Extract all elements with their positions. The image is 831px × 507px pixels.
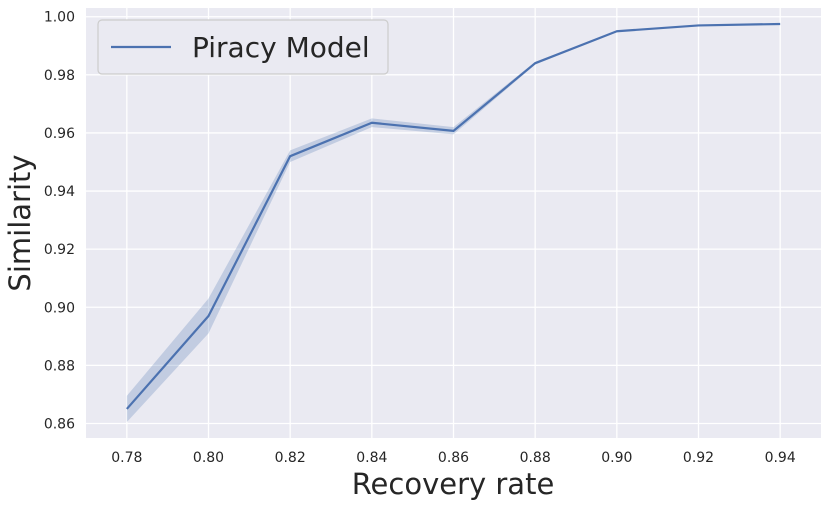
y-tick-label: 0.86	[44, 416, 75, 432]
y-tick-label: 0.90	[44, 300, 75, 316]
grid-lines	[86, 8, 821, 438]
x-tick-label: 0.80	[193, 450, 224, 466]
y-tick-label: 0.94	[44, 184, 75, 200]
x-tick-label: 0.92	[683, 450, 714, 466]
y-tick-label: 1.00	[44, 10, 75, 26]
x-tick-label: 0.88	[520, 450, 551, 466]
x-axis-tick-labels: 0.78 0.80 0.82 0.84 0.86 0.88 0.90 0.92 0.94	[111, 450, 796, 466]
series-line-group	[126, 22, 781, 410]
y-tick-label: 0.92	[44, 242, 75, 258]
x-tick-label: 0.86	[438, 450, 469, 466]
y-tick-label: 0.88	[44, 358, 75, 374]
legend-box	[97, 19, 389, 75]
x-tick-label: 0.90	[601, 450, 632, 466]
y-axis-label: Similarity	[3, 154, 37, 291]
series-line	[126, 22, 781, 410]
confidence-band	[126, 23, 781, 423]
y-tick-label: 0.98	[44, 68, 75, 84]
x-tick-label: 0.94	[765, 450, 796, 466]
legend: Piracy Model	[97, 19, 389, 75]
x-tick-label: 0.78	[111, 450, 142, 466]
x-axis-label: Recovery rate	[352, 467, 555, 501]
y-tick-label: 0.96	[44, 126, 75, 142]
legend-label: Piracy Model	[192, 31, 370, 64]
confidence-band-group	[126, 23, 781, 423]
x-tick-label: 0.84	[356, 450, 387, 466]
y-axis-tick-labels: 0.86 0.88 0.90 0.92 0.94 0.96 0.98 1.00	[44, 10, 75, 433]
x-tick-label: 0.82	[275, 450, 306, 466]
